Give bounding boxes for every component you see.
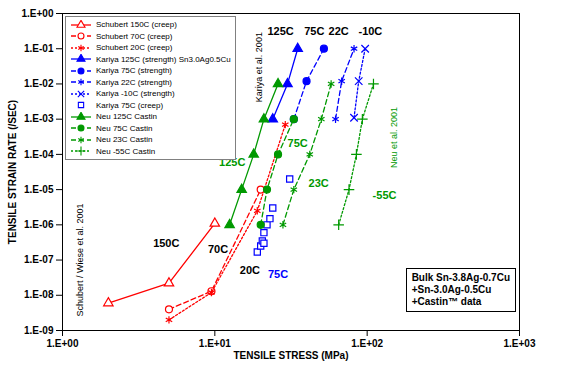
html-text:Schubert 150C (creep): Schubert 150C (creep) [96,20,177,30]
html-text:Neu 125C Castin: Neu 125C Castin [96,112,157,122]
svg-text:TENSILE STRESS (MPa): TENSILE STRESS (MPa) [233,350,348,361]
svg-text:-55C: -55C [373,189,397,201]
html-text:Schubert 70C (creep): Schubert 70C (creep) [96,31,173,41]
svg-text:75C: 75C [288,137,308,149]
svg-text:20C: 20C [240,264,260,276]
html-text:Kariya 125C (strength) Sn3.0Ag: Kariya 125C (strength) Sn3.0Ag0.5Cu [96,54,231,64]
svg-text:150C: 150C [153,237,179,249]
html-text:Kariya 22C (strength): Kariya 22C (strength) [96,77,172,87]
svg-text:1.E+01: 1.E+01 [199,338,231,349]
svg-text:1.E-02: 1.E-02 [24,78,54,89]
html-text:Bulk Sn-3.8Ag-0.7Cu: Bulk Sn-3.8Ag-0.7Cu [411,272,510,283]
svg-text:75C: 75C [304,25,324,37]
svg-text:1.E-01: 1.E-01 [24,43,54,54]
svg-text:1.E-03: 1.E-03 [24,113,54,124]
svg-text:1.E+00: 1.E+00 [47,338,79,349]
svg-text:1.E-04: 1.E-04 [24,149,54,160]
svg-text:-10C: -10C [358,25,382,37]
svg-text:1.E-08: 1.E-08 [24,289,54,300]
svg-text:22C: 22C [329,25,349,37]
svg-text:1.E-07: 1.E-07 [24,254,54,265]
svg-text:Kariya et al. 2001: Kariya et al. 2001 [254,32,264,102]
svg-text:1.E+03: 1.E+03 [504,338,536,349]
svg-text:23C: 23C [309,177,329,189]
svg-text:Neu et al. 2001: Neu et al. 2001 [389,107,399,168]
html-text:+Castin™ data: +Castin™ data [411,296,482,307]
svg-text:1.E+00: 1.E+00 [22,8,54,19]
html-text:Kariya 75C (creep): Kariya 75C (creep) [96,100,164,110]
svg-text:1.E-09: 1.E-09 [24,325,54,336]
svg-text:Schubert / Wiese et al. 2001: Schubert / Wiese et al. 2001 [75,204,85,317]
svg-text:125C: 125C [219,155,246,168]
html-text:Kariya -10C (strength): Kariya -10C (strength) [96,89,175,99]
svg-text:TENSILE STRAIN RATE (/SEC): TENSILE STRAIN RATE (/SEC) [7,100,18,244]
html-text:Schubert 20C (creep): Schubert 20C (creep) [96,43,173,53]
svg-text:1.E+02: 1.E+02 [351,338,383,349]
html-text:Neu 23C Castin: Neu 23C Castin [96,135,153,145]
html-text:+Sn-3.0Ag-0.5Cu: +Sn-3.0Ag-0.5Cu [411,284,492,295]
svg-text:1.E-05: 1.E-05 [24,184,54,195]
html-text:Neu 75C Castin: Neu 75C Castin [96,123,153,133]
svg-text:75C: 75C [268,268,288,280]
html-text:Kariya 75C (strength): Kariya 75C (strength) [96,66,172,76]
svg-text:1.E-06: 1.E-06 [24,219,54,230]
svg-text:125C: 125C [267,25,293,37]
html-text:Neu -55C Castin: Neu -55C Castin [96,146,156,156]
svg-text:70C: 70C [208,243,228,255]
